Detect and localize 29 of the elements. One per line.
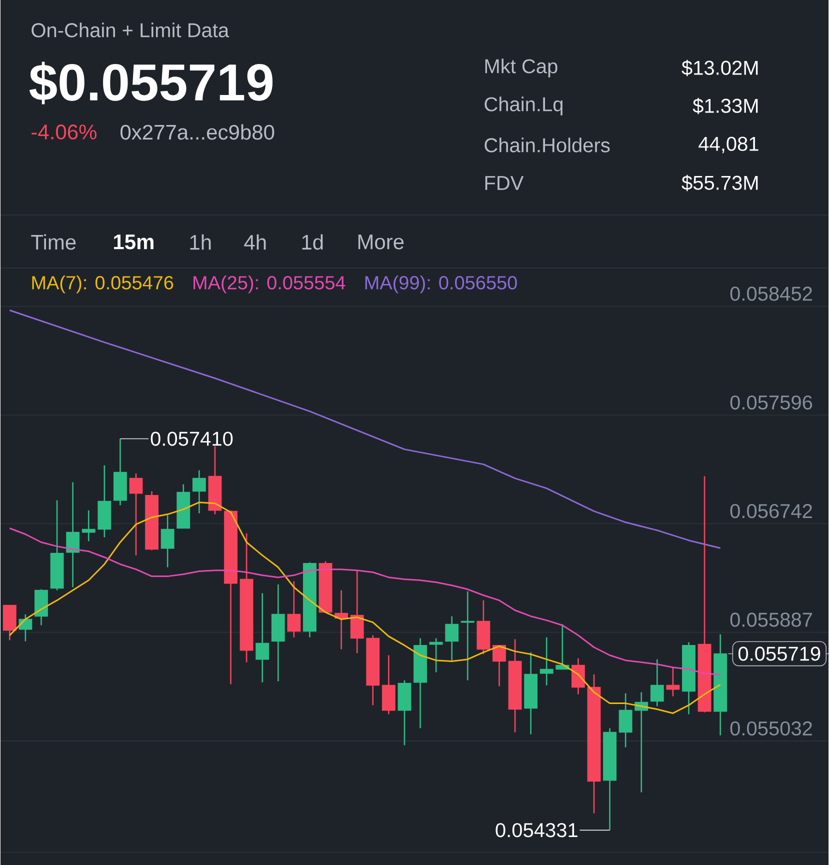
- y-tick-label: 0.058452: [730, 286, 812, 301]
- annotation: 0.057410: [150, 432, 233, 446]
- y-tick-label: 0.055887: [730, 612, 812, 627]
- text: Chain.Holders: [484, 138, 610, 152]
- text: MA(25): 0.055554: [194, 275, 346, 294]
- text: 0.055719: [738, 646, 820, 661]
- y-tick-label: 0.057596: [730, 395, 812, 410]
- text: $1.33M: [692, 98, 758, 114]
- text: Mkt Cap: [485, 58, 558, 78]
- chart-title: On-Chain + Limit Data: [32, 22, 230, 38]
- text: MA(99): 0.056550: [365, 275, 517, 294]
- chart-subtitle: $0.055719: [29, 62, 273, 104]
- text: MA(7): 0.055476: [32, 275, 174, 294]
- y-tick-label: 0.055032: [730, 721, 812, 736]
- text: 4h: [244, 234, 266, 250]
- text: 44,081: [698, 136, 758, 154]
- annotation: 0.054331: [496, 823, 578, 838]
- text: $13.02M: [682, 60, 758, 76]
- text: More: [358, 234, 404, 250]
- text: 1d: [302, 234, 323, 250]
- text: 1h: [190, 234, 211, 250]
- text: 0x277a...ec9b80: [120, 124, 274, 140]
- text: Chain.Lq: [484, 96, 562, 116]
- text: -4.06%: [32, 124, 96, 140]
- text: $55.73M: [682, 174, 758, 192]
- text: 15m: [114, 234, 154, 250]
- y-tick-label: 0.056742: [730, 504, 812, 518]
- text: Time: [31, 234, 76, 250]
- text: FDV: [485, 176, 524, 190]
